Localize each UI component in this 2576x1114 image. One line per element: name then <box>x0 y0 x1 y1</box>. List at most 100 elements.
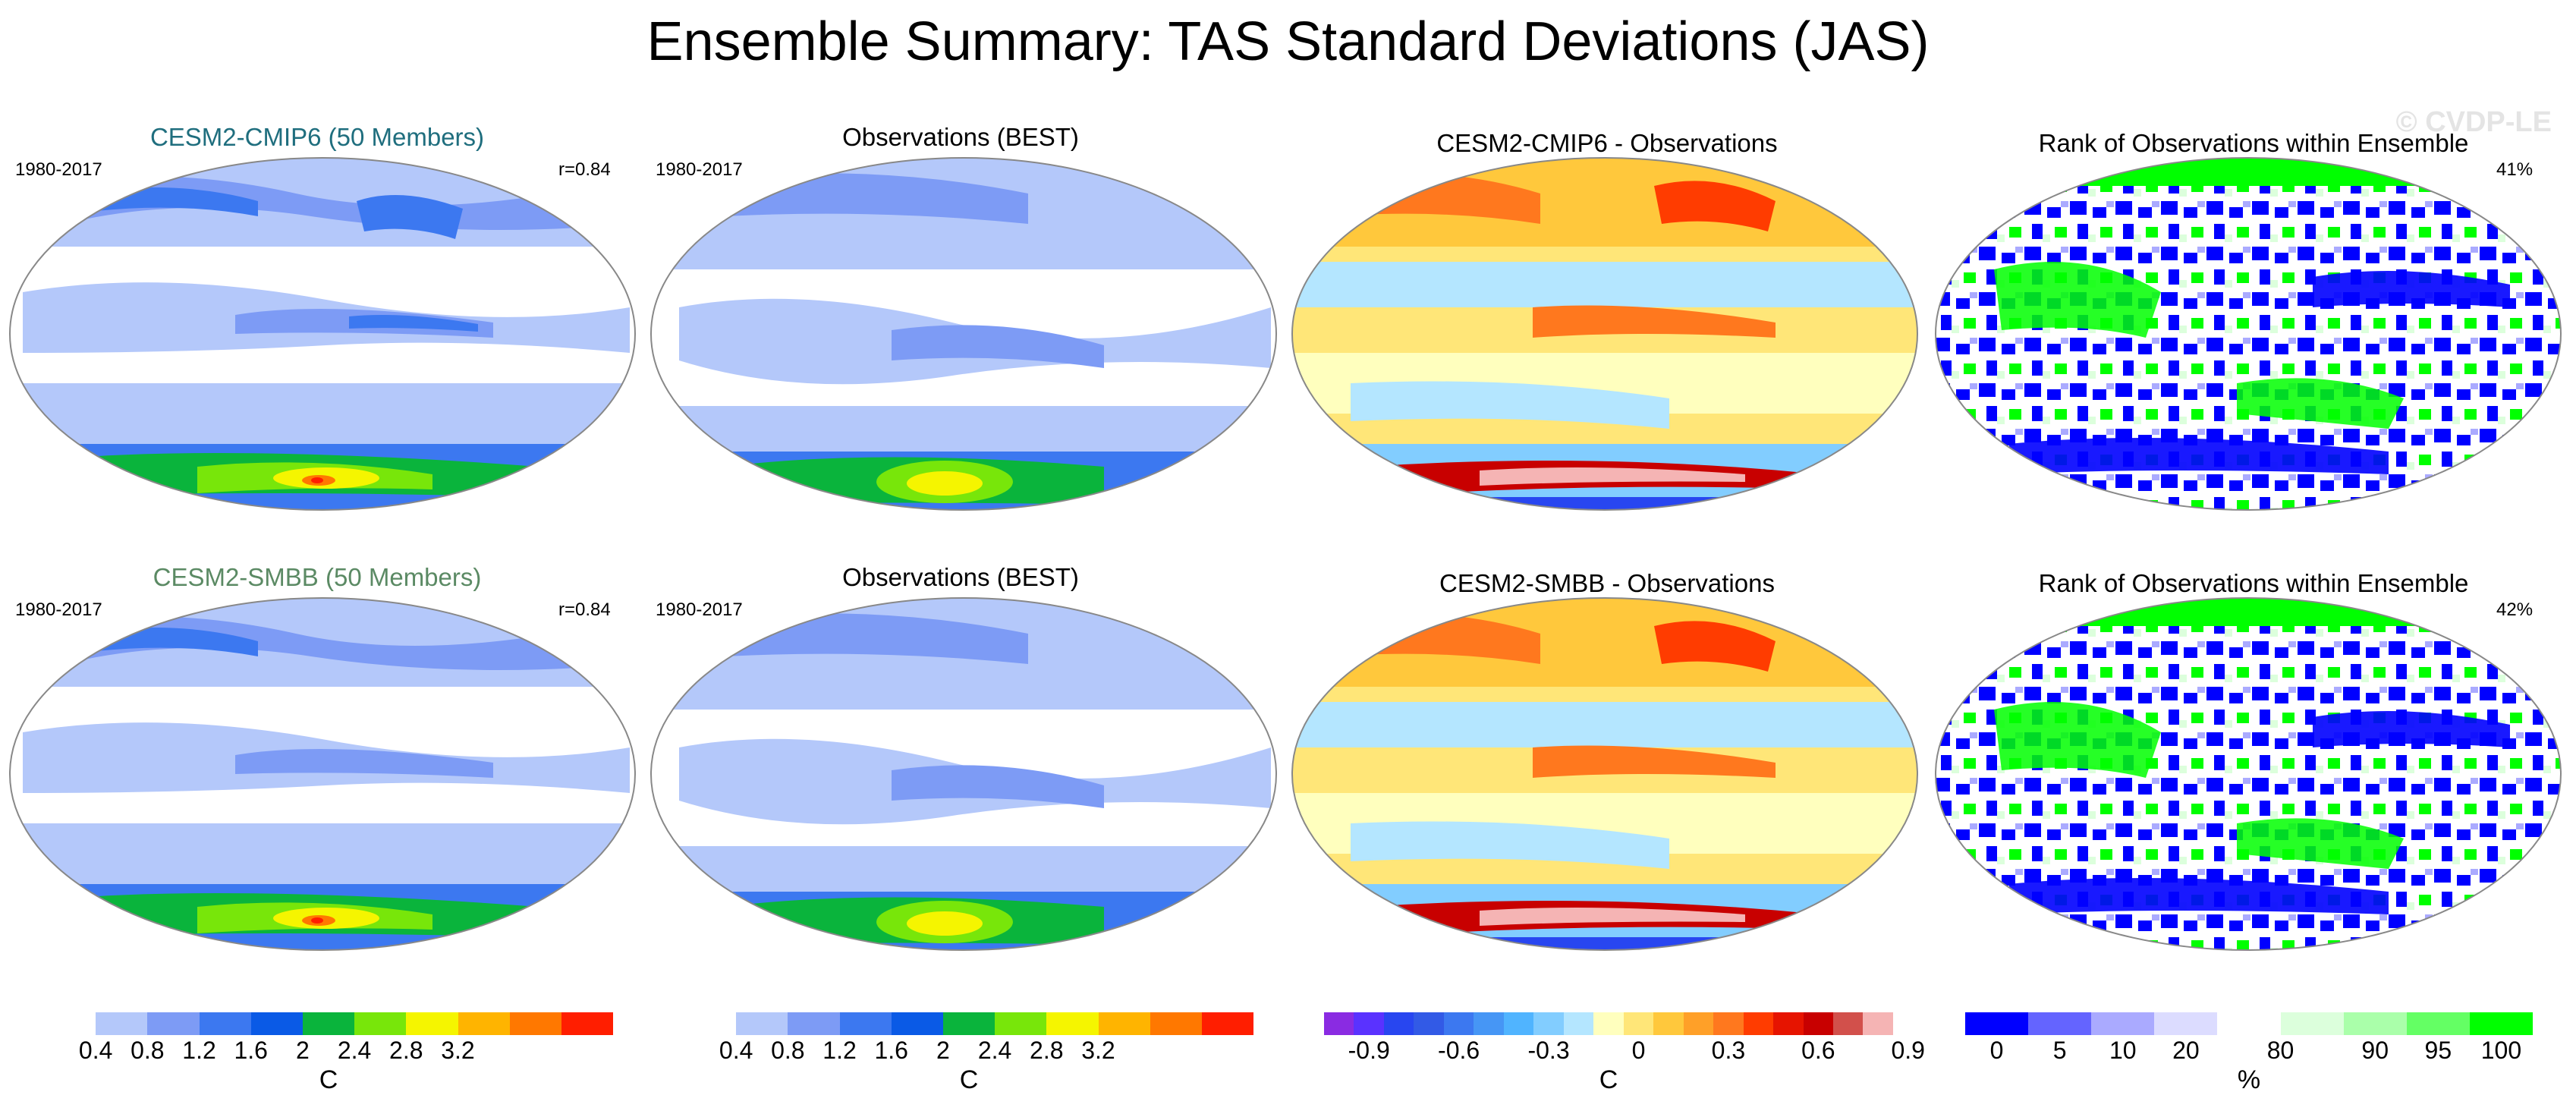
colorbar-swatch <box>1474 1012 1504 1035</box>
colorbar-swatch <box>458 1012 510 1035</box>
colorbar-swatch <box>1653 1012 1684 1035</box>
colorbar-swatch <box>1773 1012 1804 1035</box>
colorbar-tick-label: 0 <box>1631 1037 1646 1064</box>
colorbar-swatch <box>788 1012 840 1035</box>
colorbar-swatch <box>995 1012 1047 1035</box>
panel-period-obs-row1: 1980-2017 <box>656 159 743 180</box>
panel-period-model-row2: 1980-2017 <box>15 599 102 620</box>
colorbar-swatch <box>1563 1012 1594 1035</box>
panel-title-rank-row2: Rank of Observations within Ensemble <box>2038 569 2469 597</box>
panel-pct-rank-row1: 41% <box>2496 159 2534 180</box>
colorbar-swatch <box>509 1012 561 1035</box>
colorbar-swatch <box>2217 1012 2281 1035</box>
colorbar-tick-label: 1.6 <box>874 1037 908 1064</box>
colorbar-tick-label: 2.8 <box>389 1037 423 1064</box>
colorbar-tick-label: 5 <box>2052 1037 2067 1064</box>
colorbar-swatch <box>1046 1012 1099 1035</box>
colorbar-swatch <box>1965 1012 2029 1035</box>
colorbar-tick-label: 20 <box>2172 1037 2200 1064</box>
colorbar-tick-label: 1.2 <box>822 1037 857 1064</box>
colorbar-tick-label: 2.4 <box>337 1037 372 1064</box>
colorbar-tick-label: 0.4 <box>719 1037 753 1064</box>
map-diff-row2 <box>1291 597 1918 951</box>
colorbar-swatch <box>2343 1012 2407 1035</box>
map-model-stddev-row1 <box>9 157 636 511</box>
colorbar-swatch <box>96 1012 148 1035</box>
colorbar-swatch <box>1713 1012 1744 1035</box>
map-obs-stddev-row1 <box>650 157 1277 511</box>
colorbar-tick-label: 0.4 <box>78 1037 113 1064</box>
panel-period-obs-row2: 1980-2017 <box>656 599 743 620</box>
colorbar-swatch <box>561 1012 614 1035</box>
colorbar-tick-label: 0.8 <box>131 1037 165 1064</box>
colorbar-tick-label: 0.3 <box>1711 1037 1746 1064</box>
panel-title-obs-row2: Observations (BEST) <box>842 563 1079 591</box>
watermark: © CVDP-LE <box>2395 106 2552 138</box>
colorbar-tick-label: 2.8 <box>1030 1037 1064 1064</box>
panel-pct-rank-row2: 42% <box>2496 599 2534 620</box>
map-obs-stddev-row2 <box>650 597 1277 951</box>
colorbar-swatch <box>1743 1012 1774 1035</box>
panel-r-model-row1: r=0.84 <box>558 159 611 180</box>
map-rank-row1 <box>1935 157 2562 511</box>
panel-title-model-row1: CESM2-CMIP6 (50 Members) <box>149 123 485 151</box>
colorbar-swatch <box>1414 1012 1444 1035</box>
colorbar-tick-label: 0.6 <box>1801 1037 1835 1064</box>
panel-r-model-row2: r=0.84 <box>558 599 611 620</box>
colorbar-swatch <box>250 1012 303 1035</box>
colorbar-swatch <box>1443 1012 1474 1035</box>
colorbar-swatch <box>406 1012 458 1035</box>
colorbar-swatch <box>302 1012 355 1035</box>
colorbar-swatch <box>354 1012 407 1035</box>
colorbar-tick-label: 3.2 <box>1081 1037 1115 1064</box>
colorbar-swatch <box>1593 1012 1624 1035</box>
colorbar-tick-label: 0.9 <box>1891 1037 1925 1064</box>
colorbar-tick-label: 1.6 <box>234 1037 268 1064</box>
colorbar-swatch <box>684 1012 737 1035</box>
map-model-stddev-row2 <box>9 597 636 951</box>
colorbar-swatch <box>2280 1012 2344 1035</box>
colorbar-tick-label: 2 <box>296 1037 310 1064</box>
panel-title-obs-row1: Observations (BEST) <box>842 123 1079 151</box>
colorbar-unit-label: % <box>2237 1065 2261 1094</box>
colorbar-swatch <box>1832 1012 1864 1035</box>
colorbar-tick-label: -0.3 <box>1527 1037 1570 1064</box>
map-diff-row1 <box>1291 157 1918 511</box>
colorbar-swatch <box>1098 1012 1150 1035</box>
colorbar-swatch <box>2028 1012 2092 1035</box>
colorbar-unit-label: C <box>319 1065 338 1094</box>
colorbar-swatch <box>1683 1012 1714 1035</box>
colorbar-swatch <box>44 1012 96 1035</box>
colorbar-swatch <box>2091 1012 2155 1035</box>
colorbar-unit-label: C <box>959 1065 979 1094</box>
colorbar-tick-label: 0.8 <box>771 1037 805 1064</box>
colorbar-swatch <box>942 1012 995 1035</box>
colorbar-tick-label: -0.6 <box>1438 1037 1480 1064</box>
colorbar-swatch <box>891 1012 943 1035</box>
colorbar-swatch <box>147 1012 200 1035</box>
colorbar-rank <box>1965 1012 2533 1035</box>
colorbar-diff <box>1324 1012 1893 1035</box>
colorbar-swatch <box>199 1012 251 1035</box>
colorbar-swatch <box>1533 1012 1564 1035</box>
colorbar-swatch <box>1503 1012 1534 1035</box>
colorbar-tick-label: 90 <box>2361 1037 2389 1064</box>
colorbar-tick-label: 2 <box>936 1037 950 1064</box>
colorbar-tick-label: 10 <box>2109 1037 2137 1064</box>
colorbar-swatch <box>1150 1012 1202 1035</box>
map-rank-row2 <box>1935 597 2562 951</box>
colorbar-tick-label: 2.4 <box>977 1037 1012 1064</box>
colorbar-tick-label: 0 <box>1989 1037 2004 1064</box>
colorbar-swatch <box>1354 1012 1384 1035</box>
colorbar-tick-label: 3.2 <box>441 1037 475 1064</box>
colorbar-stddev-2 <box>684 1012 1254 1035</box>
panel-title-diff-row1: CESM2-CMIP6 - Observations <box>1436 129 1778 157</box>
colorbar-swatch <box>1201 1012 1254 1035</box>
colorbar-swatch <box>1383 1012 1414 1035</box>
colorbar-stddev-1 <box>44 1012 614 1035</box>
colorbar-tick-label: 100 <box>2480 1037 2522 1064</box>
colorbar-swatch <box>736 1012 788 1035</box>
figure-title: Ensemble Summary: TAS Standard Deviation… <box>646 11 1930 72</box>
colorbar-swatch <box>839 1012 892 1035</box>
colorbar-swatch <box>1863 1012 1893 1035</box>
